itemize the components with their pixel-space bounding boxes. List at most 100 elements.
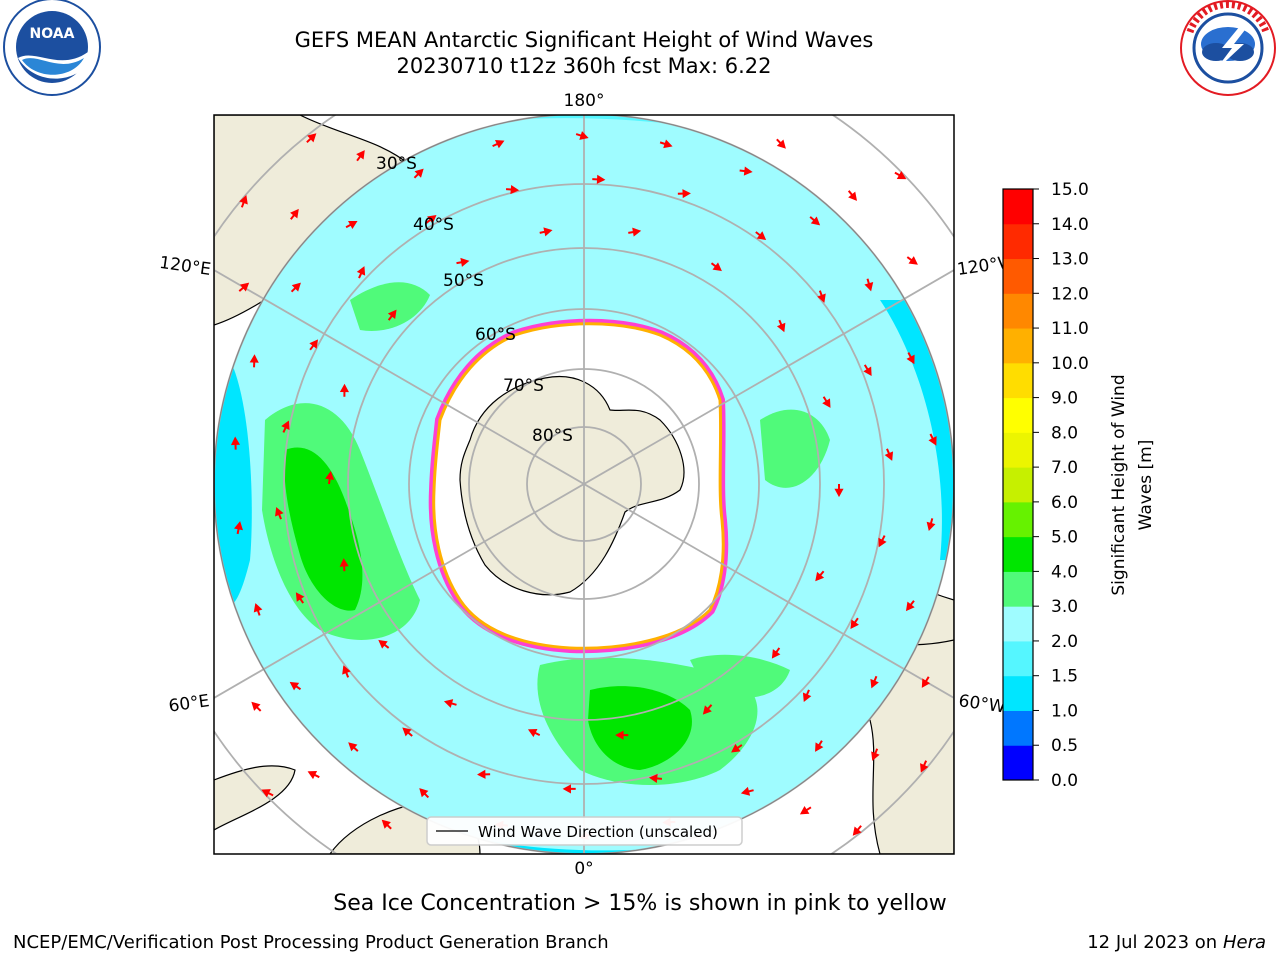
wind-vector-head (307, 133, 317, 143)
wind-vector-head (884, 451, 894, 461)
wind-vector-head (309, 339, 319, 349)
wind-vector-head (920, 763, 929, 773)
meridian-label-60e: 60°E (167, 691, 210, 716)
colorbar-tick-label: 14.0 (1051, 215, 1089, 235)
wind-vector-head (852, 826, 862, 836)
wind-vector-head (731, 743, 741, 753)
wind-vector-head (339, 383, 349, 393)
colorbar-tick-label: 1.5 (1051, 667, 1078, 687)
lat-label-50s: 50°S (443, 271, 484, 291)
wind-vector-head (249, 354, 259, 363)
wind-vector-head (290, 208, 299, 219)
lat-label-70s: 70°S (503, 376, 544, 396)
wind-vector-head (387, 309, 397, 320)
colorbar-tick-label: 10.0 (1051, 354, 1089, 374)
wind-vector-head (740, 786, 751, 796)
wind-vector-head (928, 436, 937, 446)
colorbar-swatch (1003, 189, 1033, 225)
wind-wave-vectors (230, 131, 937, 840)
lat-label-40s: 40°S (413, 215, 454, 235)
chart-title: GEFS MEAN Antarctic Significant Height o… (294, 28, 874, 52)
wind-vector-head (291, 282, 301, 292)
colorbar-swatch (1003, 571, 1033, 607)
credit-text: NCEP/EMC/Verification Post Processing Pr… (13, 932, 609, 953)
colorbar-tick-label: 15.0 (1051, 180, 1089, 200)
wind-vector-head (802, 692, 812, 702)
wind-vector-head (864, 282, 874, 292)
colorbar-swatch (1003, 258, 1033, 294)
lat-label-30s: 30°S (376, 154, 417, 174)
colorbar: 0.0 0.5 1.0 1.5 2.0 3.0 4.0 5.0 6.0 7.0 8.0 9.0 10.0… (1002, 180, 1089, 791)
wind-vector-head (822, 398, 831, 408)
wind-vector-head (906, 354, 915, 365)
chart-subtitle: 20230710 t12z 360h fcst Max: 6.22 (396, 54, 772, 78)
wind-vector-head (275, 507, 284, 517)
wind-vector-head (921, 678, 931, 688)
wind-vector-head (896, 171, 907, 180)
antarctica (459, 376, 685, 596)
colorbar-tick-label: 5.0 (1051, 528, 1078, 548)
wind-vector-head (356, 266, 366, 276)
wind-vector-head (850, 619, 859, 629)
wind-vector-head (632, 227, 642, 237)
wind-vector-head (815, 571, 825, 582)
colorbar-tick-label: 7.0 (1051, 458, 1078, 478)
wind-vector-head (682, 189, 691, 199)
wind-vector-head (477, 769, 486, 779)
colorbar-swatch (1003, 467, 1033, 503)
colorbar-frame (1002, 188, 1034, 781)
wind-vector-head (615, 730, 624, 740)
map-area: 30°S 40°S 50°S 60°S 70°S 80°S Wind Wave … (214, 115, 954, 854)
wind-vector-head (596, 174, 606, 184)
colorbar-swatch (1003, 328, 1033, 364)
wind-vector-head (756, 231, 767, 241)
colorbar-swatch (1003, 710, 1033, 746)
wind-vector-head (926, 521, 936, 531)
wind-vector-head (776, 322, 786, 333)
colorbar-tick-label: 4.0 (1051, 562, 1078, 582)
colorbar-tick-label: 1.0 (1051, 701, 1078, 721)
colorbar-tick-label: 8.0 (1051, 423, 1078, 443)
wind-vector-head (402, 727, 412, 737)
wind-vector-head (878, 537, 887, 548)
wind-vector-head (579, 131, 589, 140)
nws-logo (1180, 0, 1276, 96)
wind-vector-head (771, 649, 781, 659)
colorbar-swatch (1003, 606, 1033, 642)
wind-vector-head (834, 488, 844, 498)
colorbar-swatch (1003, 397, 1033, 433)
colorbar-tick-label: 2.0 (1051, 632, 1078, 652)
wind-vector-head (702, 705, 712, 715)
wind-vector-head (543, 227, 553, 237)
wind-vector-head (356, 150, 365, 160)
colorbar-swatch (1003, 362, 1033, 399)
wind-vector-head (419, 788, 429, 798)
colorbar-swatch (1003, 432, 1033, 468)
wind-vector-head (325, 471, 335, 480)
colorbar-swatch (1003, 640, 1033, 677)
wind-vector-head (810, 216, 821, 226)
graticule (214, 115, 954, 854)
date-stamp: 12 Jul 2023 on Hera (1087, 932, 1266, 953)
wind-vector-head (743, 166, 753, 176)
colorbar-tick-label: 9.0 (1051, 389, 1078, 409)
colorbar-swatch (1003, 745, 1033, 781)
wind-vector-head (234, 521, 243, 531)
noaa-logo-text: NOAA (30, 26, 75, 42)
wind-vector-head (908, 256, 918, 265)
wind-vector-head (460, 257, 470, 267)
colorbar-tick-label: 11.0 (1051, 319, 1089, 339)
colorbar-tick-label: 0.5 (1051, 736, 1078, 756)
wind-vector-head (817, 293, 826, 303)
colorbar-tick-label: 3.0 (1051, 597, 1078, 617)
meridian-label-180: 180° (564, 91, 605, 111)
wind-vector-head (342, 665, 351, 675)
wind-vector-head (307, 770, 318, 780)
wind-vector-head (494, 140, 505, 149)
wind-vector-head (348, 221, 358, 230)
wind-vector-head (381, 819, 391, 829)
wind-vector-head (378, 639, 388, 649)
wind-vector-head (253, 603, 263, 613)
lat-label-60s: 60°S (475, 325, 516, 345)
noaa-logo: NOAA (3, 0, 101, 96)
